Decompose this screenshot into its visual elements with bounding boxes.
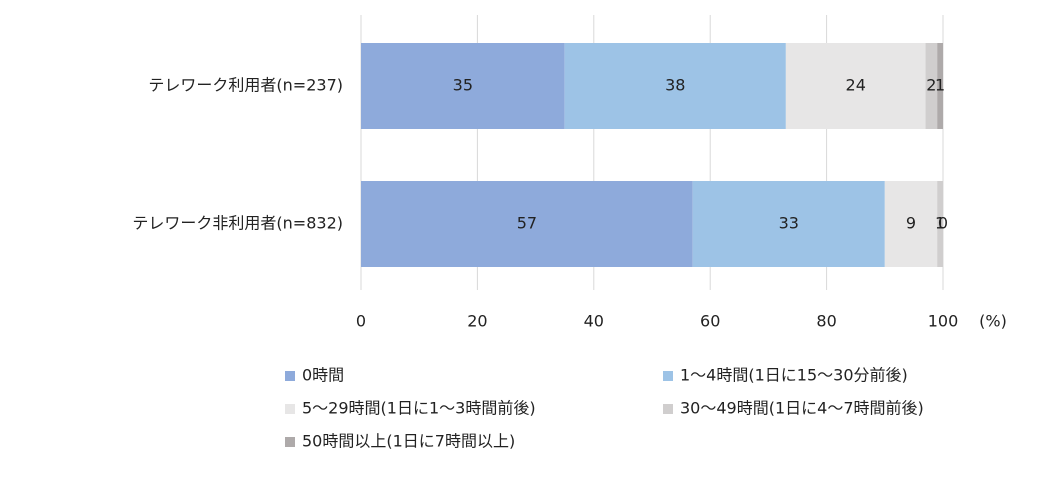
data-label: 1 — [935, 76, 945, 95]
y-tick-label: テレワーク非利用者(n=832) — [132, 214, 343, 233]
legend-swatch — [285, 437, 295, 447]
data-label: 35 — [453, 76, 473, 95]
data-label: 9 — [906, 214, 916, 233]
legend-label: 1～4時間(1日に15～30分前後) — [680, 366, 908, 385]
data-label: 1 — [935, 214, 945, 233]
legend-swatch — [285, 371, 295, 381]
legend-swatch — [663, 371, 673, 381]
data-label: 33 — [779, 214, 799, 233]
legend-label: 30～49時間(1日に4～7時間前後) — [680, 399, 924, 418]
x-tick-label: 40 — [584, 312, 604, 331]
bar-segment — [361, 181, 693, 267]
bar-segment — [925, 43, 938, 129]
y-tick-label: テレワーク利用者(n=237) — [148, 76, 343, 95]
data-label: 24 — [846, 76, 866, 95]
x-tick-label: 20 — [467, 312, 487, 331]
legend-swatch — [285, 404, 295, 414]
legend-label: 5～29時間(1日に1～3時間前後) — [302, 399, 536, 418]
bar-segment — [564, 43, 786, 129]
x-axis-label: (%) — [979, 312, 1007, 331]
data-label: 2 — [926, 76, 936, 95]
bar-segment — [692, 181, 885, 267]
bar-segment — [361, 43, 565, 129]
bar-segment — [884, 181, 938, 267]
legend-swatch — [663, 404, 673, 414]
x-tick-label: 0 — [356, 312, 366, 331]
bar-segment — [937, 181, 943, 267]
bar-segment — [937, 43, 943, 129]
x-tick-label: 60 — [700, 312, 720, 331]
legend-label: 50時間以上(1日に7時間以上) — [302, 432, 515, 451]
data-label: 38 — [665, 76, 685, 95]
bar-segment — [785, 43, 926, 129]
data-label: 57 — [517, 214, 537, 233]
legend-label: 0時間 — [302, 366, 344, 385]
data-label: 0 — [938, 214, 948, 233]
x-tick-label: 80 — [816, 312, 836, 331]
x-tick-label: 100 — [928, 312, 959, 331]
